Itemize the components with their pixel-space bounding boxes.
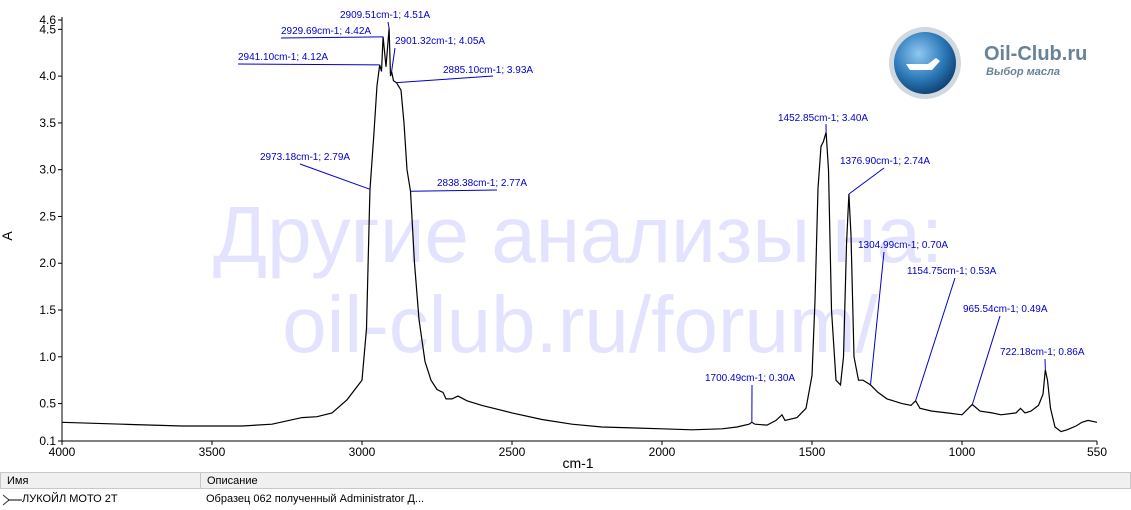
watermark: Другие анализы на: xyxy=(213,190,943,279)
annotation-leader xyxy=(237,63,380,66)
x-tick-label: 550 xyxy=(1087,445,1107,459)
y-tick-label: 0.1 xyxy=(39,434,56,448)
x-tick-label: 2000 xyxy=(649,445,676,459)
y-tick-label: 4.0 xyxy=(39,69,56,83)
y-axis-label: A xyxy=(0,231,15,241)
annotation-label: 1304.99cm-1; 0.70A xyxy=(858,240,948,251)
y-tick-label: 4.5 xyxy=(39,22,56,36)
annotation-label: 2885.10cm-1; 3.93A xyxy=(443,65,533,76)
watermark: oil-club.ru/forum/ xyxy=(282,280,879,369)
y-tick-label: 2.0 xyxy=(39,256,56,270)
x-tick-label: 3000 xyxy=(349,445,376,459)
table: Имя Описание ЛУКОЙЛ МОТО 2Т Образец 062 … xyxy=(0,472,1131,510)
x-tick-label: 3500 xyxy=(199,445,226,459)
y-tick-label: 1.0 xyxy=(39,350,56,364)
chart: Другие анализы на: oil-club.ru/forum/ Oi… xyxy=(0,10,1107,471)
logo-can xyxy=(906,58,940,70)
annotation-leader xyxy=(396,75,494,84)
spectrum-line xyxy=(61,28,1098,433)
y-tick-label: 0.5 xyxy=(39,397,56,411)
y-tick-label: 4.6 xyxy=(39,13,56,27)
x-tick-label: 1500 xyxy=(799,445,826,459)
x-tick-label: 2500 xyxy=(499,445,526,459)
annotation-leader xyxy=(391,47,396,72)
y-tick-label: 2.5 xyxy=(39,209,56,223)
logo-title: Oil-Club.ru xyxy=(984,43,1087,65)
annotation-label: 1154.75cm-1; 0.53A xyxy=(907,266,997,277)
annotation-label: 1452.85cm-1; 3.40A xyxy=(778,113,868,124)
annotation-label: 1700.49cm-1; 0.30A xyxy=(705,373,795,384)
x-tick-label: 4000 xyxy=(49,445,76,459)
annotation-label: 2838.38cm-1; 2.77A xyxy=(437,178,527,189)
table-cell[interactable]: ЛУКОЙЛ МОТО 2Т xyxy=(22,493,118,505)
table-cell[interactable]: Образец 062 полученный Administrator Д..… xyxy=(206,493,425,505)
table-header: Описание xyxy=(200,472,1131,489)
annotation-label: 2909.51cm-1; 4.51A xyxy=(340,10,430,21)
annotation-leader xyxy=(971,315,1001,405)
annotation-label: 2929.69cm-1; 4.42A xyxy=(281,26,371,37)
row-icon xyxy=(2,494,22,506)
annotation-label: 1376.90cm-1; 2.74A xyxy=(840,156,930,167)
annotation-label: 965.54cm-1; 0.49A xyxy=(963,304,1048,315)
y-tick-label: 3.5 xyxy=(39,116,56,130)
annotation-leader xyxy=(387,21,390,29)
annotation-label: 2941.10cm-1; 4.12A xyxy=(238,52,328,63)
annotation-label: 2973.18cm-1; 2.79A xyxy=(260,152,350,163)
annotation-leader xyxy=(848,167,885,195)
annotation-leader xyxy=(410,189,498,192)
annotation-label: 2901.32cm-1; 4.05A xyxy=(395,36,485,47)
annotation-leader xyxy=(870,251,885,385)
x-axis-label: cm-1 xyxy=(562,455,593,471)
annotation-leader xyxy=(915,277,956,401)
annotation-leader xyxy=(299,163,371,190)
annotation-label: 722.18cm-1; 0.86A xyxy=(1000,347,1085,358)
table-header: Имя xyxy=(0,472,201,489)
y-tick-label: 1.5 xyxy=(39,303,56,317)
y-tick-label: 3.0 xyxy=(39,163,56,177)
annotation-leader xyxy=(280,36,384,39)
logo-subtitle: Выбор масла xyxy=(986,66,1060,78)
logo-icon xyxy=(894,32,956,94)
x-tick-label: 1000 xyxy=(949,445,976,459)
